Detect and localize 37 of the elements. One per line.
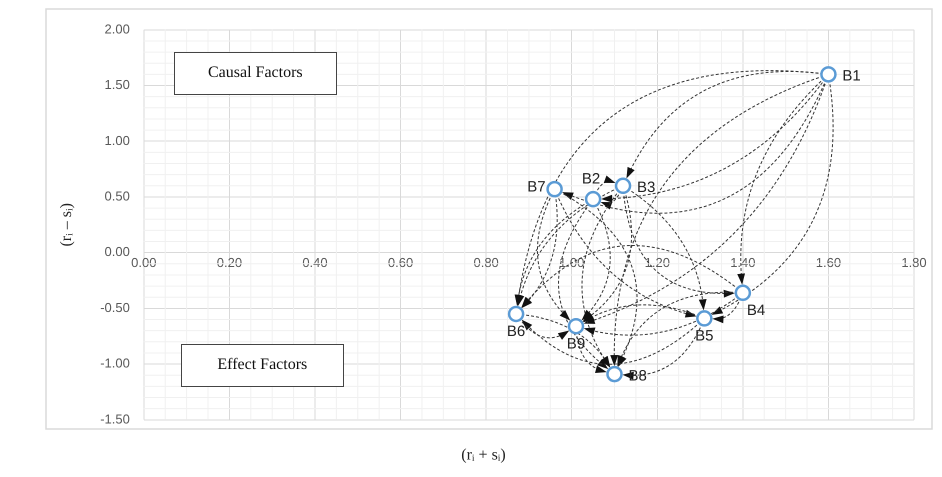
- point: [546, 180, 563, 198]
- y-tick-label: 1.00: [104, 132, 130, 148]
- point: [606, 366, 623, 382]
- point: [734, 284, 752, 302]
- y-tick-label: 1.50: [104, 77, 130, 92]
- y-tick-label: 0.50: [104, 188, 130, 204]
- x-tick-label: 0.00: [131, 255, 156, 270]
- x-tick-label: 1.40: [730, 255, 756, 270]
- y-tick-label: -1.50: [100, 411, 130, 426]
- y-tick-label: 2.00: [104, 21, 130, 36]
- x-axis-title: (rᵢ + sᵢ): [461, 446, 506, 464]
- x-tick-label: 0.20: [216, 255, 242, 270]
- annotation: B5: [695, 328, 714, 345]
- point: [614, 178, 632, 194]
- annotation: B4: [746, 302, 766, 319]
- annotation: B1: [842, 68, 861, 85]
- text-box: Causal Factors: [174, 52, 337, 95]
- text-box: Effect Factors: [180, 344, 344, 387]
- point: [584, 190, 602, 208]
- y-tick-label: -1.00: [100, 356, 130, 371]
- point: [696, 310, 713, 327]
- y-tick-label: 0.00: [104, 244, 130, 260]
- point: [508, 306, 524, 322]
- x-tick-label: 0.80: [473, 255, 499, 270]
- x-tick-label: 1.60: [816, 255, 842, 270]
- annotation: B7: [527, 178, 546, 196]
- annotation: B3: [637, 178, 656, 196]
- annotation: B2: [582, 170, 600, 188]
- y-axis-title: (rᵢ – sᵢ): [58, 203, 75, 247]
- annotation: B6: [506, 323, 526, 340]
- point: [568, 318, 584, 334]
- x-tick-label: 0.60: [388, 255, 414, 270]
- x-tick-label: 0.40: [302, 255, 328, 270]
- y-tick-label: -0.50: [100, 300, 130, 315]
- point: [820, 66, 837, 83]
- x-tick-label: 1.80: [901, 255, 927, 270]
- annotation: B9: [566, 335, 586, 352]
